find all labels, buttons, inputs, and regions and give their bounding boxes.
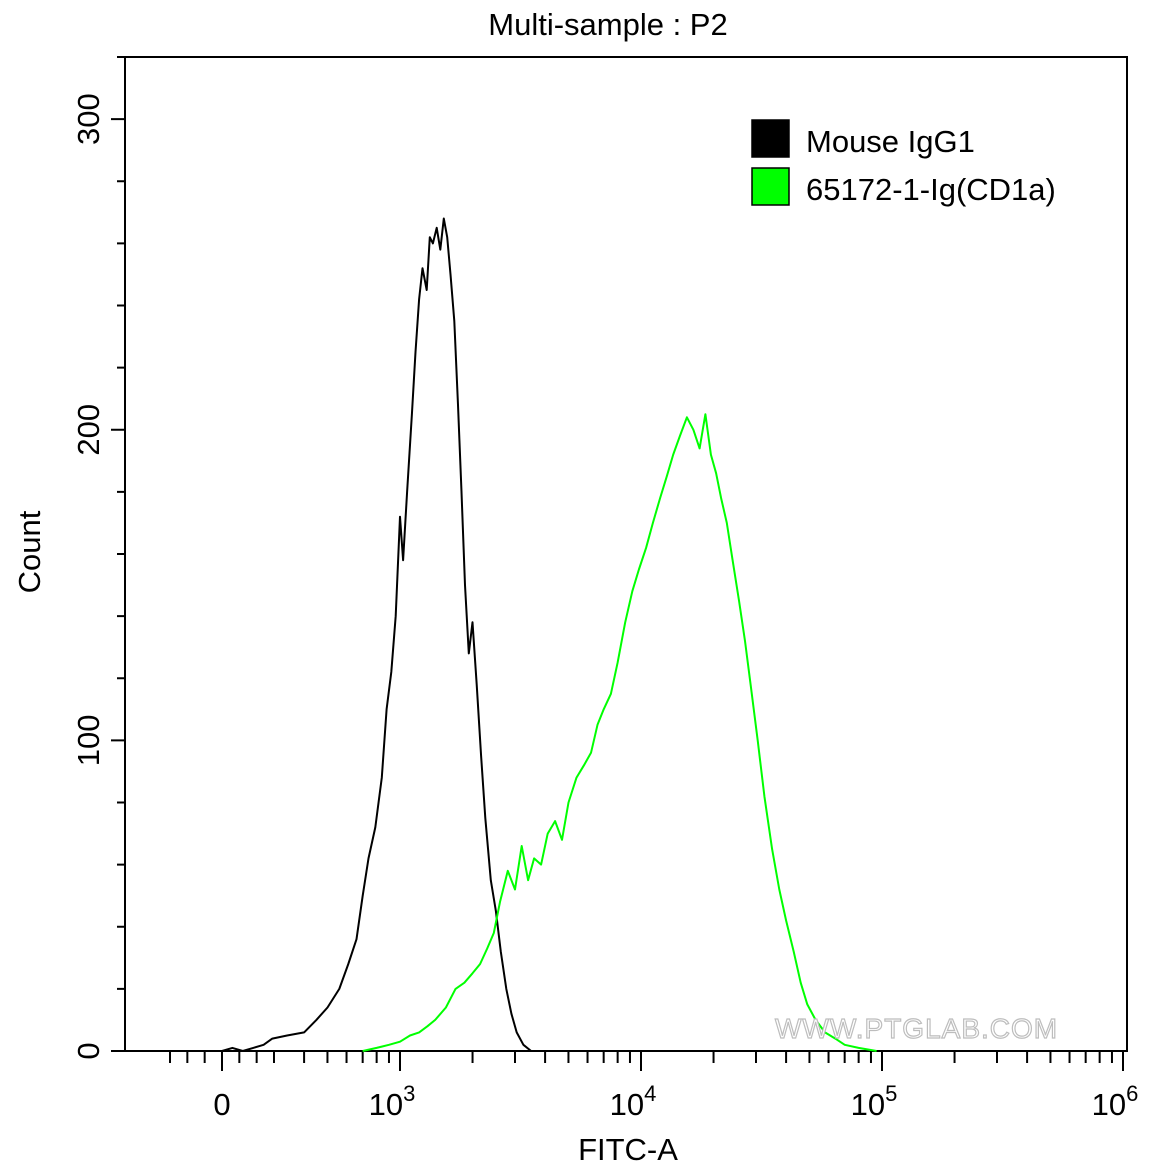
- y-tick-label: 100: [71, 715, 106, 767]
- series-layer: [221, 217, 877, 1052]
- x-tick-label: 103: [369, 1081, 416, 1122]
- x-tick-label: 106: [1092, 1081, 1139, 1122]
- y-tick-label: 300: [71, 93, 106, 145]
- x-axis-label: FITC-A: [578, 1132, 678, 1167]
- y-axis-label: Count: [12, 510, 47, 593]
- chart-title: Multi-sample : P2: [488, 7, 727, 42]
- legend: Mouse IgG1 65172-1-Ig(CD1a): [751, 119, 1056, 207]
- x-tick-label: 0: [213, 1087, 230, 1122]
- y-tick-label: 0: [71, 1042, 106, 1059]
- legend-swatch-cd1a: [751, 167, 790, 206]
- legend-label-cd1a: 65172-1-Ig(CD1a): [806, 172, 1056, 207]
- legend-label-mouse-igg1: Mouse IgG1: [806, 124, 975, 159]
- x-tick-label: 104: [610, 1081, 657, 1122]
- watermark-text: WWW.PTGLAB.COM: [775, 1013, 1058, 1044]
- x-axis: 0 103 104 105 106: [169, 1051, 1139, 1122]
- y-tick-label: 200: [71, 404, 106, 456]
- x-tick-label: 105: [851, 1081, 898, 1122]
- series-line-cd1a: [362, 413, 877, 1052]
- y-axis: 0 100 200 300: [71, 56, 125, 1060]
- legend-swatch-mouse-igg1: [751, 119, 790, 158]
- series-line-mouse-igg1: [221, 217, 532, 1052]
